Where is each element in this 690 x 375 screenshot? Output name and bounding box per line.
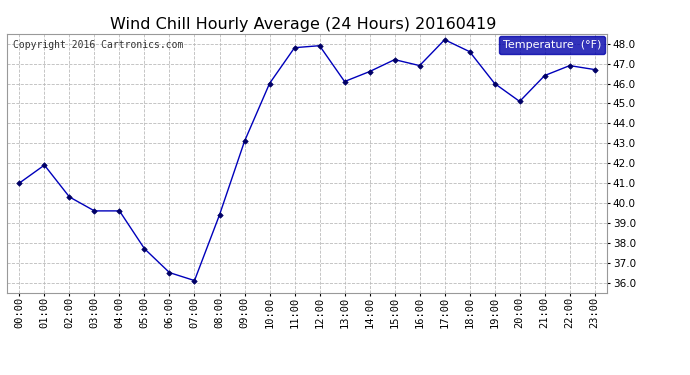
Text: Wind Chill Hourly Average (24 Hours) 20160419: Wind Chill Hourly Average (24 Hours) 201… [110, 17, 497, 32]
Text: Copyright 2016 Cartronics.com: Copyright 2016 Cartronics.com [13, 40, 184, 50]
Legend: Temperature  (°F): Temperature (°F) [499, 36, 605, 54]
